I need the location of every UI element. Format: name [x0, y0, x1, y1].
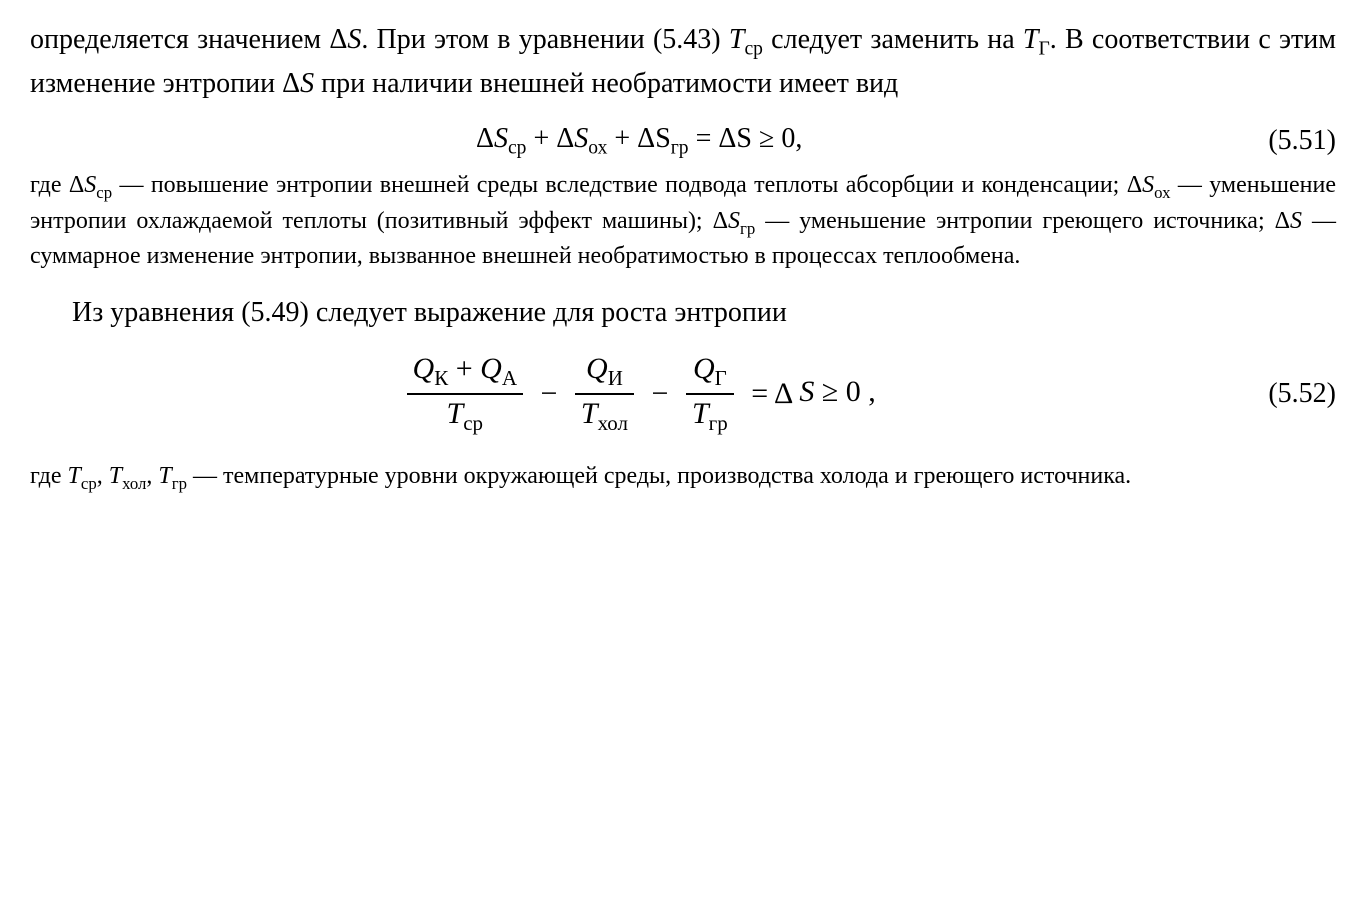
fraction-1: QК + QА Tср	[407, 352, 523, 436]
text: . При этом в уравнении (5.43)	[361, 24, 729, 55]
var-S2: S	[300, 68, 314, 99]
equation-5-52: QК + QА Tср − QИ Tхол − QГ Tгр = ΔS ≥ 0 …	[30, 352, 1336, 436]
var-Tsr: Tср	[729, 24, 763, 55]
equation-5-51: ΔSср + ΔSох + ΔSгр = ΔS ≥ 0, (5.51)	[30, 123, 1336, 160]
intro-paragraph: определяется значением ΔS. При этом в ур…	[30, 20, 1336, 105]
text: следует заменить на	[763, 24, 1023, 55]
text: при наличии внешней необратимости имеет …	[314, 68, 898, 99]
equation-body: ΔSср + ΔSох + ΔSгр = ΔS ≥ 0,	[30, 123, 1248, 160]
lead-paragraph: Из уравнения (5.49) следует выражение дл…	[30, 293, 1336, 334]
equation-number: (5.51)	[1248, 125, 1336, 157]
closing-paragraph: где Tср, Tхол, Tгр — температурные уровн…	[30, 460, 1336, 495]
var-Tg: TГ	[1023, 24, 1050, 55]
text: определяется значением Δ	[30, 24, 347, 55]
equation-number: (5.52)	[1248, 378, 1336, 410]
var-S: S	[347, 24, 361, 55]
definitions-paragraph: где ΔSср — повышение энтропии внешней ср…	[30, 169, 1336, 273]
fraction-3: QГ Tгр	[686, 352, 734, 436]
equation-body: QК + QА Tср − QИ Tхол − QГ Tгр = ΔS ≥ 0 …	[30, 352, 1248, 436]
fraction-2: QИ Tхол	[575, 352, 634, 436]
